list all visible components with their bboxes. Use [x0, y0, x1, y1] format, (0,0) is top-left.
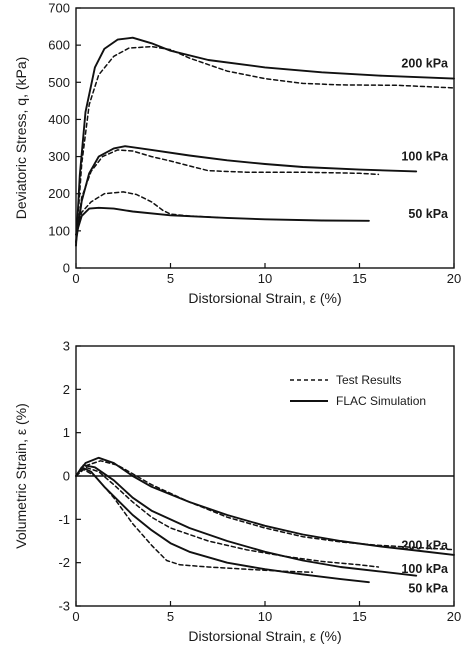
curve-label: 200 kPa — [401, 57, 449, 71]
test-result-curve-50-kpa — [75, 191, 219, 236]
y-tick-label: 300 — [48, 149, 70, 164]
curve-label: 50 kPa — [408, 582, 449, 596]
test-result-curve-200-kpa — [75, 45, 455, 247]
y-tick-label: 2 — [63, 382, 70, 397]
curve-label: 100 kPa — [401, 150, 449, 164]
simulation-curve-100-kpa — [75, 464, 418, 577]
y-tick-label: 0 — [63, 469, 70, 484]
x-tick-label: 15 — [352, 609, 366, 624]
y-axis-title: Volumetric Strain, ε (%) — [13, 403, 29, 549]
y-tick-label: 400 — [48, 112, 70, 127]
x-tick-label: 0 — [72, 271, 79, 286]
test-result-curve-100-kpa — [75, 466, 380, 568]
y-tick-label: 200 — [48, 186, 70, 201]
x-tick-label: 20 — [447, 609, 461, 624]
curve-label: 100 kPa — [401, 562, 449, 576]
x-tick-label: 0 — [72, 609, 79, 624]
simulation-curve-200-kpa — [75, 36, 455, 247]
test-result-curve-200-kpa — [75, 460, 455, 551]
test-result-curve-50-kpa — [75, 468, 314, 573]
x-tick-label: 5 — [167, 609, 174, 624]
simulation-curve-200-kpa — [75, 456, 455, 556]
simulation-curve-50-kpa — [75, 206, 370, 236]
y-tick-label: -1 — [58, 512, 70, 527]
simulation-curve-100-kpa — [75, 145, 418, 243]
x-tick-label: 5 — [167, 271, 174, 286]
legend-label: FLAC Simulation — [336, 394, 426, 408]
y-tick-label: 100 — [48, 223, 70, 238]
plot-frame — [75, 7, 455, 269]
x-axis-title: Distorsional Strain, ε (%) — [188, 290, 341, 306]
y-tick-label: -2 — [58, 555, 70, 570]
y-axis-title: Deviatoric Stress, q, (kPa) — [13, 57, 29, 220]
legend-label: Test Results — [336, 373, 401, 387]
stress-strain-panel: 0 5 10 15 200100200300400500600700Distorsion… — [13, 1, 461, 307]
curve-label: 50 kPa — [408, 207, 449, 221]
y-tick-label: 600 — [48, 38, 70, 53]
y-tick-label: 0 — [63, 261, 70, 276]
volumetric-strain-panel: 0 5 10 15 20 -3 -2 -1 0 1 2 3 Distorsional Strain, ε… — [13, 339, 461, 645]
y-tick-label: 3 — [63, 339, 70, 354]
simulation-curve-50-kpa — [75, 466, 370, 584]
x-tick-label: 15 — [352, 271, 366, 286]
test-result-curve-100-kpa — [75, 149, 380, 243]
y-tick-label: 700 — [48, 1, 70, 16]
y-tick-label: -3 — [58, 599, 70, 614]
y-tick-label: 1 — [63, 425, 70, 440]
x-axis-title: Distorsional Strain, ε (%) — [188, 628, 341, 644]
x-tick-label: 20 — [447, 271, 461, 286]
x-tick-label: 10 — [258, 609, 272, 624]
x-tick-label: 10 — [258, 271, 272, 286]
y-tick-label: 500 — [48, 75, 70, 90]
curve-label: 200 kPa — [401, 538, 449, 552]
